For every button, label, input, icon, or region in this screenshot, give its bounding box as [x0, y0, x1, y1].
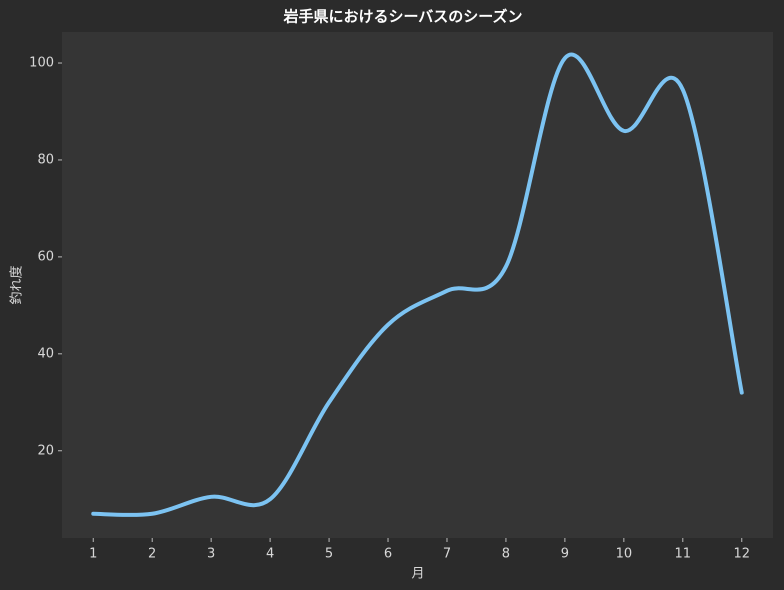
plot-area	[62, 32, 773, 538]
line	[91, 52, 744, 518]
x-tick-label: 6	[384, 547, 392, 562]
y-tick-label: 40	[37, 346, 54, 361]
y-tick-label: 100	[29, 56, 54, 71]
x-tick-label: 2	[148, 547, 156, 562]
x-tick-label: 8	[502, 547, 510, 562]
y-tick-label: 60	[37, 249, 54, 264]
x-tick-label: 4	[266, 547, 274, 562]
x-tick-label: 11	[675, 547, 692, 562]
x-tick-label: 1	[89, 547, 97, 562]
x-tick-label: 12	[733, 547, 750, 562]
x-tick-label: 9	[561, 547, 569, 562]
y-axis-label: 釣れ度	[9, 265, 25, 304]
y-tick-label: 80	[37, 152, 54, 167]
x-tick-label: 10	[616, 547, 633, 562]
x-tick-label: 5	[325, 547, 333, 562]
y-tick-label: 20	[37, 443, 54, 458]
chart-title: 岩手県におけるシーバスのシーズン	[282, 8, 522, 26]
x-axis-label: 月	[411, 567, 424, 582]
x-tick-label: 3	[207, 547, 215, 562]
x-tick-label: 7	[443, 547, 451, 562]
